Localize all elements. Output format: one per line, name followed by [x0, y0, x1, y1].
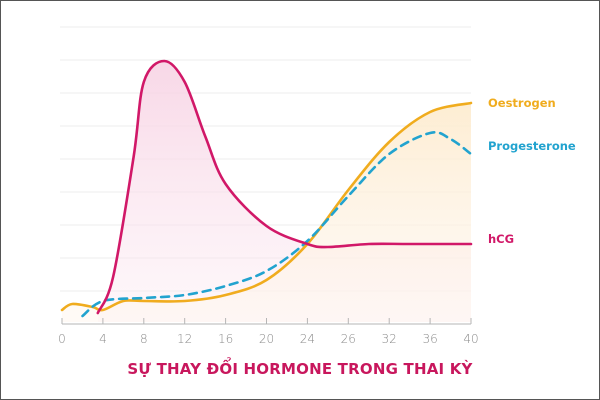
legend: Oestrogen Progesterone hCG — [488, 96, 576, 246]
x-tick-label: 40 — [463, 332, 478, 346]
x-tick-label: 12 — [177, 332, 192, 346]
x-tick-label: 32 — [382, 332, 397, 346]
x-tick-label: 20 — [259, 332, 274, 346]
chart-title: SỰ THAY ĐỔI HORMONE TRONG THAI KỲ — [127, 360, 473, 378]
x-tick-label: 26 — [341, 332, 356, 346]
legend-oestrogen: Oestrogen — [488, 96, 556, 110]
hcg-line — [96, 59, 473, 315]
x-axis: 0 4 8 12 16 20 24 26 32 36 40 — [58, 318, 479, 346]
oestrogen-line — [60, 101, 473, 312]
oestrogen-area — [62, 103, 471, 322]
x-tick-label: 8 — [140, 332, 148, 346]
legend-progesterone: Progesterone — [488, 139, 576, 153]
x-tick-label: 36 — [422, 332, 437, 346]
x-tick-label: 24 — [300, 332, 315, 346]
x-tick-label: 16 — [218, 332, 233, 346]
x-tick-label: 4 — [99, 332, 107, 346]
progesterone-line — [81, 131, 473, 318]
x-tick-label: 0 — [58, 332, 66, 346]
legend-hcg: hCG — [488, 232, 514, 246]
